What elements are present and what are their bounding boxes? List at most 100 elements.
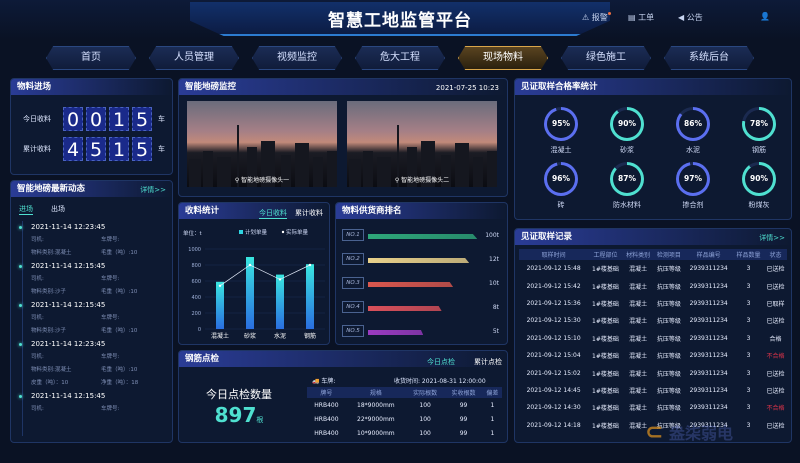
table-row[interactable]: 2021-09-12 14:18 1#楼基础 混凝土 抗压等级 2939311234 3 已…	[519, 417, 787, 434]
table-cell: 已送检	[766, 387, 785, 395]
column-header: 状态	[763, 249, 787, 260]
table-row[interactable]: 2021-09-12 15:04 1#楼基础 混凝土 抗压等级 2939311234 3 不…	[519, 347, 787, 364]
table-cell: 混凝土	[629, 370, 648, 378]
table-row[interactable]: 2021-09-12 15:42 1#楼基础 混凝土 抗压等级 2939311234 3 已…	[519, 277, 787, 294]
table-cell: 抗压等级	[656, 283, 681, 291]
pass-rate-label: 钢筋	[752, 146, 766, 154]
rank-value: 100t	[485, 232, 499, 239]
table-cell: 已送检	[766, 370, 785, 378]
table-row[interactable]: 2021-09-12 14:30 1#楼基础 混凝土 抗压等级 2939311234 3 不…	[519, 399, 787, 416]
monitor-datetime: 2021-07-25 10:23	[435, 84, 499, 92]
table-row[interactable]: 2021-09-12 15:48 1#楼基础 混凝土 抗压等级 2939311234 3 已…	[519, 260, 787, 277]
table-row[interactable]: 2021-09-12 15:02 1#楼基础 混凝土 抗压等级 2939311234 3 已…	[519, 364, 787, 381]
table-cell: 混凝土	[629, 353, 648, 361]
y-tick-label: 800	[191, 263, 201, 269]
table-row[interactable]: HRB400 18*9000mm 100 99 1	[307, 398, 502, 412]
tab-total-check[interactable]: 累计点检	[474, 358, 502, 366]
building-silhouette	[203, 151, 213, 187]
table-header: 牌号 规格 实际根数 实收根数 偏差	[307, 387, 502, 398]
pass-rate-ring: 78%	[742, 107, 776, 141]
tab-today-check[interactable]: 今日点检	[427, 358, 455, 366]
camera-feed[interactable]: ⚲ 智能地磅摄像头一	[187, 101, 337, 187]
check-count-label: 今日点检数量	[206, 388, 272, 401]
table-row[interactable]: 2021-09-12 14:45 1#楼基础 混凝土 抗压等级 2939311234 3 已…	[519, 382, 787, 399]
panel-title: 物料进场	[11, 79, 172, 95]
feed-time: 2021-11-14 12:23:45	[31, 340, 106, 348]
feed-time: 2021-11-14 12:15:45	[31, 301, 106, 309]
table-cell: 2939311234	[689, 421, 728, 429]
table-cell: 2021-09-12 14:45	[526, 386, 581, 394]
nav-tab[interactable]: 现场物料	[458, 46, 548, 70]
camera-feed[interactable]: ⚲ 智能地磅摄像头二	[347, 101, 497, 187]
column-header: 规格	[345, 387, 406, 398]
counter-digit: 0	[86, 107, 106, 131]
nav-tab[interactable]: 危大工程	[355, 46, 445, 70]
tab-today-receive[interactable]: 今日收料	[259, 209, 287, 219]
table-cell: 1#楼基础	[592, 370, 619, 378]
table-cell: 3	[746, 421, 751, 429]
feed-fields: 司机: 车牌号:	[31, 404, 172, 412]
nav-tab[interactable]: 视频监控	[252, 46, 342, 70]
column-header: 材料类别	[622, 249, 654, 260]
camera-label: ⚲ 智能地磅摄像头二	[347, 175, 497, 184]
tab-out[interactable]: 出场	[51, 205, 65, 213]
check-count: 897根	[179, 403, 299, 427]
table-cell: 3	[746, 334, 751, 342]
tab-in[interactable]: 进场	[19, 205, 33, 215]
notice-label: 公告	[686, 13, 703, 22]
table-cell: HRB400	[314, 401, 339, 409]
nav-tab[interactable]: 绿色施工	[561, 46, 651, 70]
line-point	[218, 284, 222, 287]
table-row[interactable]: HRB400 10*9000mm 100 99 1	[307, 426, 502, 440]
feed-field: 司机:	[31, 406, 44, 412]
pass-rate-panel: 见证取样合格率统计 95% 混凝土 90% 砂浆 86% 水泥 78% 钢筋 96% 砖 87% 防水…	[514, 78, 792, 220]
table-row[interactable]: 2021-09-12 15:36 1#楼基础 混凝土 抗压等级 2939311234 3 已…	[519, 295, 787, 312]
building-silhouette	[377, 157, 391, 187]
user-icon[interactable]: 👤	[760, 12, 770, 21]
feed-more-link[interactable]: 详情>>	[140, 186, 166, 194]
supplier-rank-panel: 物料供货商排名 NO.1 100t NO.2 12t NO.3 10t NO.4 8t NO.5…	[335, 202, 508, 345]
column-header: 偏差	[482, 387, 502, 398]
feed-field: 净重（吨）：18	[101, 380, 139, 386]
table-cell: 混凝土	[629, 300, 648, 308]
feed-fields: 皮重（吨）：10 净重（吨）：18	[31, 378, 172, 386]
table-cell: 22*9000mm	[357, 415, 395, 423]
tab-total-receive[interactable]: 累计收料	[295, 209, 323, 217]
table-row[interactable]: HRB400 22*9000mm 100 99 1	[307, 412, 502, 426]
records-more-link[interactable]: 详情>>	[759, 234, 785, 242]
table-cell: 2021-09-12 15:42	[526, 282, 581, 290]
table-cell: 3	[746, 404, 751, 412]
table-cell: 1	[490, 401, 495, 409]
table-cell: 抗压等级	[656, 318, 681, 326]
table-cell: 1#楼基础	[592, 405, 619, 413]
camera-name: 智能地磅摄像头一	[241, 177, 290, 184]
table-cell: 不合格	[766, 353, 785, 361]
table-cell: 3	[746, 386, 751, 394]
building-silhouette	[397, 125, 399, 187]
table-cell: 已送检	[766, 283, 785, 291]
alarm-link[interactable]: ⚠ 报警	[582, 12, 611, 23]
nav-tab[interactable]: 系统后台	[664, 46, 754, 70]
building-silhouette	[247, 147, 257, 187]
notice-link[interactable]: ◀ 公告	[678, 13, 703, 22]
table-cell: 抗压等级	[656, 335, 681, 343]
title-plate	[190, 2, 610, 36]
table-row[interactable]: 2021-09-12 15:30 1#楼基础 混凝土 抗压等级 2939311234 3 已…	[519, 312, 787, 329]
feed-field: 司机:	[31, 354, 44, 360]
feed-field: 车牌号:	[101, 315, 120, 321]
feed-item: 2021-11-14 12:23:45 司机: 车牌号: 物料类别:混凝土 毛重（吨）:…	[11, 223, 172, 256]
table-cell: 1#楼基础	[592, 353, 619, 361]
feed-field: 毛重（吨）:10	[101, 289, 138, 295]
table-cell: 2021-09-12 15:48	[526, 265, 581, 273]
table-row[interactable]: 2021-09-12 15:10 1#楼基础 混凝土 抗压等级 2939311234 3 合…	[519, 330, 787, 347]
pass-rate-ring: 95%	[544, 107, 578, 141]
nav-tab[interactable]: 首页	[46, 46, 136, 70]
bar	[276, 274, 284, 329]
table-cell: 1#楼基础	[592, 422, 619, 430]
material-count-label: 今日收料	[23, 115, 51, 123]
timeline-dot	[19, 265, 22, 268]
x-tick-label: 水泥	[274, 332, 286, 340]
work-order-link[interactable]: ▤ 工单	[628, 13, 655, 22]
pass-rate-ring: 86%	[676, 107, 710, 141]
nav-tab[interactable]: 人员管理	[149, 46, 239, 70]
